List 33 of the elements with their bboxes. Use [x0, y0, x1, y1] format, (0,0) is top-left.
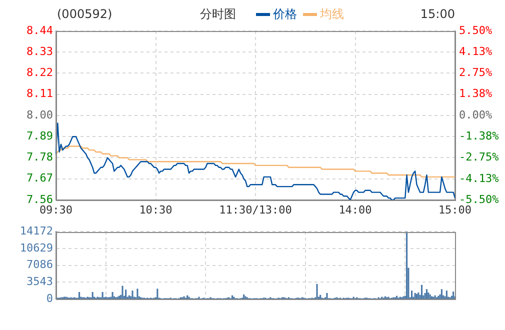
y-tick-label: 8.22 [26, 66, 53, 80]
x-tick-label: 15:00 [438, 203, 472, 216]
y2-tick-label: 4.13% [459, 44, 492, 58]
y2-tick-label: 2.75% [459, 66, 492, 80]
y2-tick-label: -2.75% [459, 150, 500, 164]
y-tick-label: 8.00 [26, 108, 53, 122]
x-tick-label: 14:00 [338, 203, 372, 216]
y-tick-label: 8.44 [26, 24, 54, 37]
y-tick-label: 14172 [20, 224, 53, 238]
legend-label: 价格 [273, 7, 297, 21]
y-tick-label: 8.11 [26, 87, 53, 100]
text: 15:00 [420, 6, 455, 22]
x-tick-label: 09:30 [39, 203, 73, 216]
chart-title: (000592) [57, 6, 112, 22]
y2-tick-label: 1.38% [459, 87, 492, 100]
x-tick-label: 10:30 [139, 203, 172, 216]
chart-subtitle: 分时图 [200, 6, 236, 22]
x-tick-label: 11:30/13:00 [219, 203, 292, 216]
y2-tick-label: -1.38% [459, 130, 500, 143]
y-tick-label: 7.56 [26, 192, 53, 206]
y-tick-label: 7.78 [26, 150, 53, 164]
y2-tick-label: -4.13% [459, 172, 500, 185]
y-tick-label: 7.67 [26, 172, 53, 185]
y-tick-label: 7.89 [26, 129, 53, 142]
y-tick-label: 0 [46, 292, 53, 305]
y-tick-label: 10629 [20, 241, 53, 254]
y2-tick-label: 0.00% [459, 108, 492, 122]
legend-label: 均线 [320, 7, 344, 21]
y2-tick-label: 5.50% [459, 24, 492, 37]
y-tick-label: 8.33 [26, 44, 53, 58]
y-tick-label: 3543 [26, 275, 53, 288]
y2-tick-label: -5.50% [459, 192, 500, 206]
y-tick-label: 7086 [26, 258, 53, 272]
